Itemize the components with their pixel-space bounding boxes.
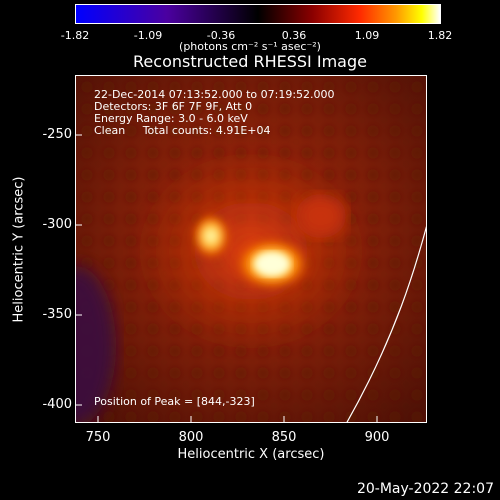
y-tick-label: -350 <box>42 307 72 322</box>
info-method: Clean Total counts: 4.91E+04 <box>94 124 271 137</box>
x-axis-label: Heliocentric X (arcsec) <box>177 447 325 462</box>
image-title: Reconstructed RHESSI Image <box>133 52 367 71</box>
colorbar-gradient <box>75 4 441 24</box>
info-detectors: Detectors: 3F 6F 7F 9F, Att 0 <box>94 100 253 113</box>
y-tick-label: -250 <box>42 127 72 142</box>
colorbar-units: (photons cm⁻² s⁻¹ asec⁻²) <box>179 40 321 53</box>
colorbar-tick-label: 1.09 <box>354 29 380 42</box>
x-tick-label: 900 <box>364 430 390 445</box>
rhessi-image-panel: 22-Dec-2014 07:13:52.000 to 07:19:52.000… <box>75 75 427 423</box>
solar-limb <box>346 226 426 422</box>
colorbar-tick-label: 1.82 <box>427 29 453 42</box>
info-energy: Energy Range: 3.0 - 6.0 keV <box>94 112 248 125</box>
peak-position: Position of Peak = [844,-323] <box>94 395 255 408</box>
colorbar-tick-label: -0.36 <box>206 29 236 42</box>
x-tick-label: 750 <box>85 430 111 445</box>
y-tick-label: -400 <box>42 397 72 412</box>
colorbar-tick-label: 0.36 <box>281 29 307 42</box>
rhessi-image <box>76 76 426 422</box>
colorbar <box>75 4 441 24</box>
colorbar-tick-label: -1.09 <box>133 29 163 42</box>
timestamp: 20-May-2022 22:07 <box>356 481 494 497</box>
x-tick-label: 850 <box>271 430 297 445</box>
colorbar-tick-label: -1.82 <box>60 29 90 42</box>
x-tick-label: 800 <box>178 430 204 445</box>
y-tick-label: -300 <box>42 217 72 232</box>
y-axis-label: Heliocentric Y (arcsec) <box>11 176 27 323</box>
info-time-range: 22-Dec-2014 07:13:52.000 to 07:19:52.000 <box>94 88 335 101</box>
